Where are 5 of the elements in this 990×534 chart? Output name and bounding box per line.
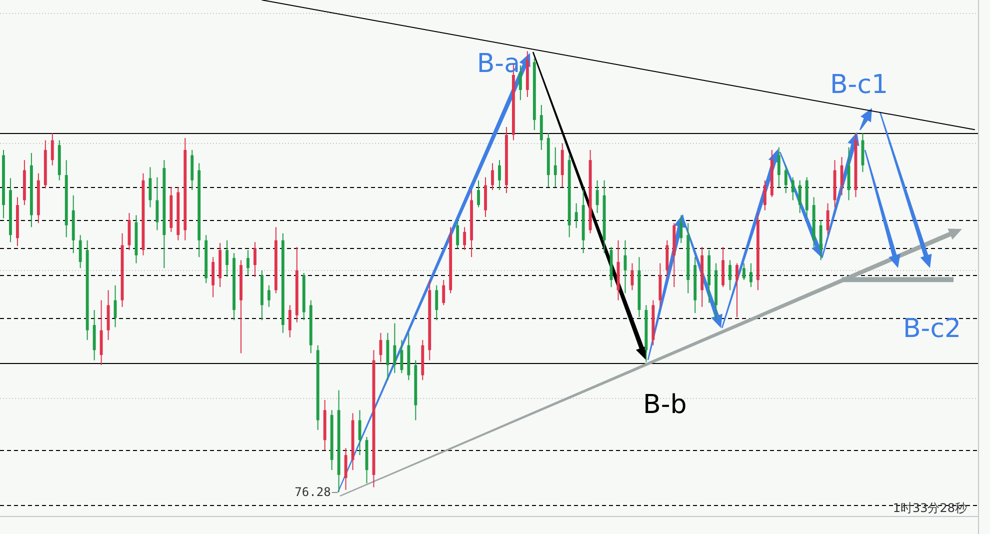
annotation: B-b (643, 390, 687, 420)
annotation: B-c1 (830, 70, 888, 100)
annotation: B-c2 (902, 314, 962, 344)
annotation: B-a (476, 49, 520, 79)
annotation: 76.28 (294, 485, 331, 500)
